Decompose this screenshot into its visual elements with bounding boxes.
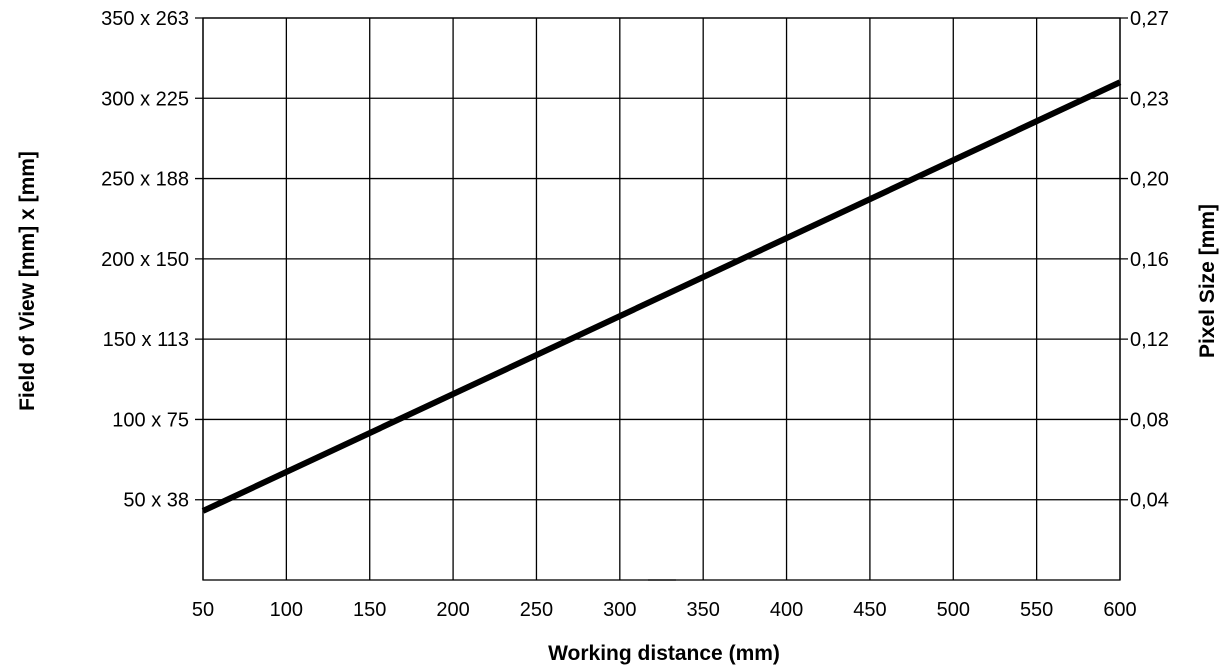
right-tick-label: 0,16 — [1130, 249, 1169, 271]
x-tick-label: 450 — [853, 599, 886, 621]
x-axis-ticks: 50 100 150 200 250 300 350 400 450 500 550 600 — [192, 599, 1137, 621]
right-tick-label: 0,20 — [1130, 169, 1169, 191]
right-tick-label: 0,27 — [1130, 8, 1169, 30]
left-axis-ticks: 50 x 38 100 x 75 150 x 113 200 x 150 250 x 1… — [101, 8, 189, 512]
left-tick-label: 350 x 263 — [101, 8, 189, 30]
left-tick-label: 50 x 38 — [123, 490, 189, 512]
series-layer — [201, 79, 1122, 514]
x-tick-label: 200 — [436, 599, 469, 621]
left-tick-label: 250 x 188 — [101, 169, 189, 191]
right-tick-label: 0,23 — [1130, 88, 1169, 110]
x-axis-title: Working distance (mm) — [548, 642, 780, 665]
x-tick-label: 400 — [770, 599, 803, 621]
right-tick-label: 0,12 — [1130, 329, 1169, 351]
x-tick-label: 100 — [270, 599, 303, 621]
x-tick-label: 300 — [603, 599, 636, 621]
left-tick-label: 200 x 150 — [101, 249, 189, 271]
series-line — [201, 79, 1122, 514]
x-tick-label: 150 — [353, 599, 386, 621]
right-axis-title: Pixel Size [mm] — [1196, 204, 1219, 358]
left-tick-label: 100 x 75 — [112, 409, 189, 431]
right-axis-ticks: 0,04 0,08 0,12 0,16 0,20 0,23 0,27 — [1130, 8, 1169, 512]
left-axis-title: Field of View [mm] x [mm] — [16, 151, 39, 411]
right-tick-label: 0,04 — [1130, 490, 1169, 512]
x-tick-label: 550 — [1020, 599, 1053, 621]
left-tick-label: 150 x 113 — [103, 329, 189, 351]
x-tick-label: 350 — [686, 599, 719, 621]
right-tick-label: 0,08 — [1130, 409, 1169, 431]
x-tick-label: 50 — [192, 599, 214, 621]
x-tick-label: 250 — [520, 599, 553, 621]
x-tick-label: 500 — [937, 599, 970, 621]
x-tick-label: 600 — [1103, 599, 1136, 621]
left-tick-label: 300 x 225 — [101, 88, 189, 110]
